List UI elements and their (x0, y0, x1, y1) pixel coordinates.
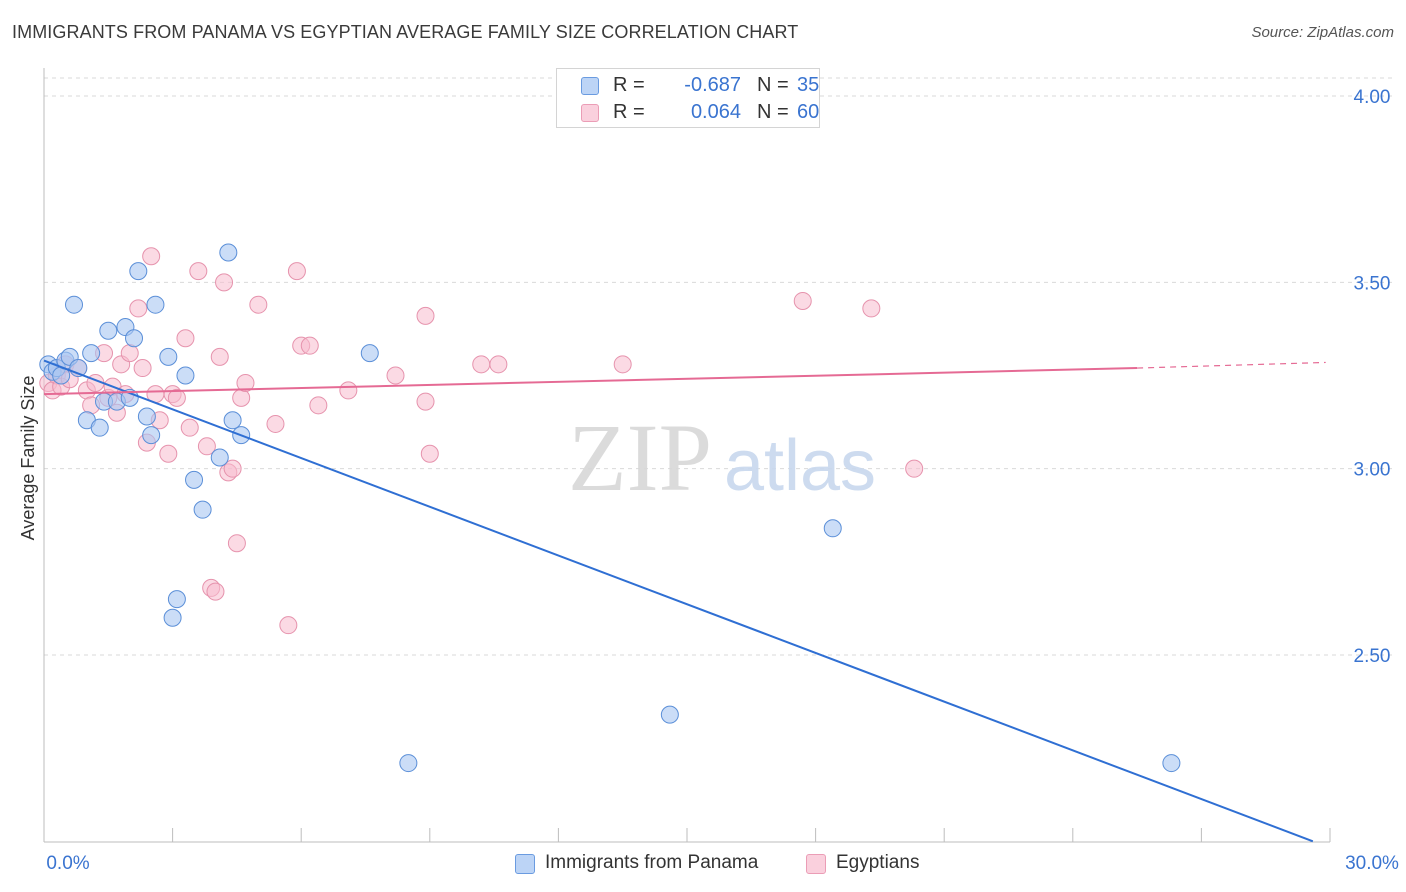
panama-point (82, 344, 101, 363)
r-label: R = (613, 74, 645, 96)
egyptians-point (223, 459, 242, 478)
egyptians-trend-extension (1137, 361, 1326, 369)
egyptians-point (232, 388, 251, 407)
panama-point (176, 366, 195, 385)
egyptians-point (227, 534, 246, 553)
egyptians-point (339, 381, 358, 400)
y-axis-label: Average Family Size (18, 376, 38, 541)
r-value: 0.064 (690, 101, 741, 123)
panama-point (90, 418, 109, 437)
panama-point (823, 519, 842, 538)
egyptians-point (793, 291, 812, 310)
egyptians-point (416, 306, 435, 325)
egyptians-point (167, 388, 186, 407)
egyptians-point (416, 392, 435, 411)
egyptians-point (309, 396, 328, 415)
y-tick-label: 2.50 (1354, 646, 1391, 667)
egyptians-point (249, 295, 268, 314)
egyptians-point (142, 247, 161, 266)
egyptians-point (176, 329, 195, 348)
panama-point (129, 262, 148, 281)
panama-point (185, 470, 204, 489)
egyptians-point (129, 299, 148, 318)
egyptians-legend-swatch (806, 854, 826, 874)
egyptians-point (613, 355, 632, 374)
egyptians-point (210, 347, 229, 366)
egyptians-legend-label: Egyptians (836, 852, 920, 873)
egyptians-point (489, 355, 508, 374)
panama-point (223, 411, 242, 430)
egyptians-point (180, 418, 199, 437)
correlation-legend: R = -0.687 N = 35 R = 0.064 N = 60 (556, 68, 820, 128)
y-tick-labels: 2.50 3.00 3.50 4.00 (1354, 87, 1391, 667)
egyptians-point (206, 582, 225, 601)
egyptians-point (236, 373, 255, 392)
panama-point (163, 608, 182, 627)
panama-point (137, 407, 156, 426)
panama-points (39, 243, 1181, 773)
egyptians-points (39, 247, 924, 635)
n-label: N = (757, 101, 789, 123)
chart-title: IMMIGRANTS FROM PANAMA VS EGYPTIAN AVERA… (12, 22, 799, 42)
panama-swatch (581, 77, 599, 95)
trend-lines (43, 359, 1326, 843)
source-label: Source: ZipAtlas.com (1251, 24, 1394, 41)
egyptians-trend-line (43, 367, 1138, 396)
panama-point (120, 388, 139, 407)
egyptians-point (159, 444, 178, 463)
panama-point (360, 344, 379, 363)
panama-point (399, 754, 418, 773)
panama-point (65, 295, 84, 314)
panama-trend-line (43, 359, 1314, 843)
panama-point (159, 347, 178, 366)
egyptians-point (862, 299, 881, 318)
watermark-atlas: atlas (724, 426, 876, 506)
panama-point (660, 705, 679, 724)
panama-legend-label: Immigrants from Panama (545, 852, 759, 873)
panama-point (210, 448, 229, 467)
gridlines (44, 77, 1392, 656)
egyptians-point (215, 273, 234, 292)
x-tick-label-max: 30.0% (1345, 853, 1399, 874)
watermark: ZIP atlas (568, 404, 876, 511)
panama-point (219, 243, 238, 262)
y-tick-label: 3.00 (1354, 460, 1391, 481)
panama-point (167, 590, 186, 609)
panama-point (146, 295, 165, 314)
egyptians-point (420, 444, 439, 463)
n-value: 60 (797, 101, 820, 123)
egyptians-point (905, 459, 924, 478)
x-tick-label-min: 0.0% (46, 853, 89, 874)
r-label: R = (613, 101, 645, 123)
egyptians-point (386, 366, 405, 385)
n-label: N = (757, 74, 789, 96)
egyptians-point (279, 616, 298, 635)
n-value: 35 (797, 74, 820, 96)
egyptians-point (197, 437, 216, 456)
egyptians-point (300, 336, 319, 355)
egyptians-point (287, 262, 306, 281)
egyptians-point (266, 414, 285, 433)
egyptians-swatch (581, 104, 599, 122)
panama-point (1162, 754, 1181, 773)
y-tick-label: 3.50 (1354, 273, 1391, 294)
y-tick-label: 4.00 (1354, 87, 1391, 108)
r-value: -0.687 (684, 74, 741, 96)
egyptians-point (120, 344, 139, 363)
egyptians-point (189, 262, 208, 281)
axes (43, 68, 1331, 843)
egyptians-point (133, 359, 152, 378)
panama-point (125, 329, 144, 348)
panama-legend-swatch (515, 854, 535, 874)
panama-point (99, 321, 118, 340)
panama-point (142, 426, 161, 445)
egyptians-point (472, 355, 491, 374)
panama-point (193, 500, 212, 519)
watermark-zip: ZIP (568, 404, 712, 511)
